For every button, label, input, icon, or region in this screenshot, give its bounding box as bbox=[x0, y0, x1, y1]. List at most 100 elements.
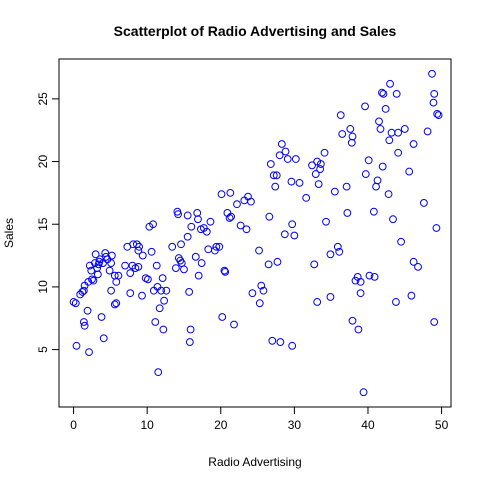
data-point bbox=[244, 192, 252, 201]
data-point bbox=[91, 250, 100, 259]
data-point bbox=[72, 341, 81, 350]
data-point bbox=[389, 215, 397, 224]
data-point bbox=[414, 262, 422, 271]
data-point bbox=[336, 111, 345, 120]
data-point bbox=[202, 227, 211, 236]
data-point bbox=[290, 231, 299, 240]
x-axis: 0 10 20 30 40 50 bbox=[70, 406, 449, 432]
data-point bbox=[347, 138, 356, 147]
data-point bbox=[138, 251, 147, 260]
data-point bbox=[320, 148, 329, 157]
data-point bbox=[206, 217, 215, 226]
data-point bbox=[91, 259, 99, 267]
data-point bbox=[266, 160, 275, 168]
data-point bbox=[330, 187, 339, 196]
data-point bbox=[191, 252, 200, 261]
data-point bbox=[280, 230, 289, 239]
data-point bbox=[107, 259, 116, 267]
data-point bbox=[392, 89, 401, 98]
data-point bbox=[177, 240, 185, 249]
data-point bbox=[276, 338, 285, 346]
data-point bbox=[405, 167, 414, 176]
data-point bbox=[265, 212, 274, 221]
data-point bbox=[356, 277, 365, 286]
data-point bbox=[121, 261, 129, 270]
data-point bbox=[333, 242, 342, 251]
x-tick-label: 20 bbox=[214, 418, 228, 432]
data-point bbox=[386, 79, 394, 88]
data-point bbox=[89, 276, 98, 285]
data-point bbox=[147, 247, 156, 256]
data-point bbox=[93, 270, 102, 279]
data-point bbox=[409, 140, 418, 148]
data-point bbox=[79, 286, 88, 295]
data-point bbox=[149, 220, 157, 229]
data-point bbox=[311, 170, 320, 178]
data-point bbox=[381, 104, 390, 113]
data-point bbox=[369, 207, 378, 216]
data-point bbox=[313, 298, 322, 306]
data-point bbox=[155, 304, 164, 313]
data-point bbox=[359, 388, 368, 397]
data-point bbox=[428, 69, 436, 78]
data-point bbox=[354, 325, 363, 334]
data-point bbox=[183, 211, 192, 220]
data-point bbox=[247, 197, 255, 206]
data-point bbox=[378, 88, 386, 97]
data-point bbox=[233, 200, 241, 209]
data-point bbox=[135, 242, 143, 251]
data-point bbox=[242, 225, 251, 234]
data-point bbox=[97, 313, 106, 321]
data-point bbox=[392, 298, 400, 306]
x-tick-label: 50 bbox=[435, 418, 449, 432]
data-point bbox=[149, 286, 158, 295]
data-point bbox=[159, 325, 168, 334]
data-point bbox=[160, 296, 169, 305]
data-point bbox=[397, 237, 405, 246]
data-point bbox=[162, 286, 171, 295]
data-points bbox=[69, 69, 443, 397]
data-point bbox=[226, 188, 235, 197]
y-tick-label: 15 bbox=[36, 217, 50, 231]
data-point bbox=[316, 165, 325, 173]
data-point bbox=[112, 299, 121, 308]
data-point bbox=[322, 217, 330, 226]
data-point bbox=[288, 341, 297, 350]
data-point bbox=[71, 299, 80, 308]
data-point bbox=[255, 299, 264, 308]
data-point bbox=[420, 199, 428, 207]
data-point bbox=[429, 98, 438, 107]
data-point bbox=[255, 246, 263, 255]
data-point bbox=[272, 171, 281, 180]
data-point bbox=[326, 250, 335, 259]
data-point bbox=[230, 320, 238, 329]
data-point bbox=[158, 274, 167, 283]
data-point bbox=[144, 275, 152, 284]
data-point bbox=[185, 338, 194, 346]
data-point bbox=[343, 209, 352, 217]
data-point bbox=[326, 293, 335, 301]
data-point bbox=[384, 190, 393, 199]
data-point bbox=[227, 212, 235, 221]
data-point bbox=[257, 281, 266, 290]
data-point bbox=[356, 289, 365, 298]
data-point bbox=[394, 128, 403, 137]
data-point bbox=[153, 283, 162, 291]
data-point bbox=[212, 242, 221, 251]
data-point bbox=[351, 276, 360, 285]
data-point bbox=[379, 89, 388, 98]
data-point bbox=[268, 336, 277, 345]
data-point bbox=[186, 325, 195, 334]
data-point bbox=[271, 182, 280, 191]
data-point bbox=[346, 125, 355, 133]
data-point bbox=[193, 209, 202, 217]
data-point bbox=[218, 313, 227, 321]
data-point bbox=[316, 160, 325, 168]
data-point bbox=[134, 262, 143, 271]
data-point bbox=[409, 257, 418, 266]
data-point bbox=[387, 128, 396, 137]
y-tick-label: 5 bbox=[36, 346, 50, 353]
data-point bbox=[240, 196, 249, 205]
data-point bbox=[215, 242, 224, 251]
